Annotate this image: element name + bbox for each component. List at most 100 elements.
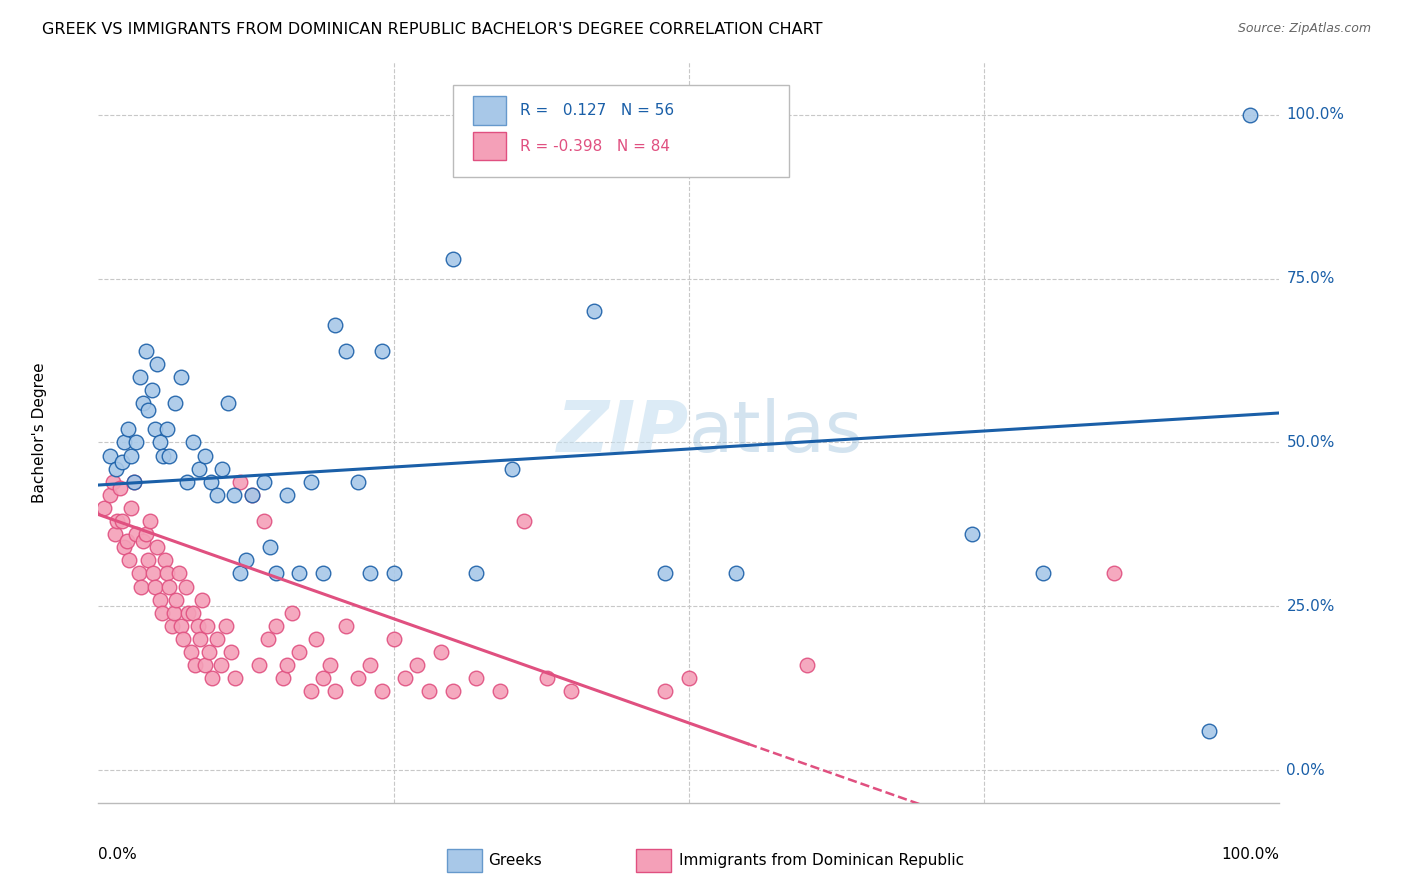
- Text: R =   0.127   N = 56: R = 0.127 N = 56: [520, 103, 673, 118]
- Point: [382, 632, 405, 646]
- Point: [235, 553, 257, 567]
- Point: [163, 606, 186, 620]
- Point: [512, 514, 534, 528]
- Point: [1102, 566, 1125, 581]
- Point: [139, 514, 162, 528]
- Point: [187, 619, 209, 633]
- Point: [224, 671, 246, 685]
- Point: [654, 684, 676, 698]
- Point: [188, 632, 211, 646]
- Text: Bachelor's Degree: Bachelor's Degree: [32, 362, 46, 503]
- Point: [105, 461, 128, 475]
- Point: [122, 475, 145, 489]
- Point: [128, 566, 150, 581]
- Point: [489, 684, 512, 698]
- Point: [115, 533, 138, 548]
- Point: [264, 566, 287, 581]
- Point: [157, 449, 180, 463]
- Point: [725, 566, 748, 581]
- Text: atlas: atlas: [689, 398, 863, 467]
- Point: [319, 658, 342, 673]
- Point: [430, 645, 453, 659]
- Text: 75.0%: 75.0%: [1286, 271, 1334, 286]
- Point: [149, 592, 172, 607]
- Point: [201, 671, 224, 685]
- Point: [281, 606, 304, 620]
- Point: [132, 533, 155, 548]
- Point: [371, 343, 394, 358]
- Point: [153, 553, 176, 567]
- Point: [209, 658, 232, 673]
- Point: [170, 370, 193, 384]
- Point: [146, 541, 169, 555]
- Point: [125, 527, 148, 541]
- Point: [259, 541, 281, 555]
- Point: [217, 396, 239, 410]
- Point: [335, 343, 357, 358]
- Point: [229, 475, 252, 489]
- Point: [165, 396, 187, 410]
- Point: [264, 619, 287, 633]
- Point: [108, 481, 131, 495]
- Point: [142, 566, 165, 581]
- Point: [180, 645, 202, 659]
- Point: [276, 488, 298, 502]
- Point: [136, 402, 159, 417]
- Point: [125, 435, 148, 450]
- Point: [536, 671, 558, 685]
- Point: [104, 527, 127, 541]
- Text: 50.0%: 50.0%: [1286, 435, 1334, 450]
- Point: [181, 606, 204, 620]
- Point: [583, 304, 606, 318]
- Point: [149, 435, 172, 450]
- Point: [240, 488, 263, 502]
- Point: [211, 461, 233, 475]
- Point: [143, 580, 166, 594]
- Text: Immigrants from Dominican Republic: Immigrants from Dominican Republic: [679, 853, 965, 868]
- Point: [160, 619, 183, 633]
- Point: [176, 475, 198, 489]
- Point: [678, 671, 700, 685]
- Point: [135, 343, 157, 358]
- Point: [219, 645, 242, 659]
- Point: [132, 396, 155, 410]
- Point: [1198, 723, 1220, 738]
- Point: [93, 500, 115, 515]
- Point: [276, 658, 298, 673]
- Point: [205, 632, 228, 646]
- FancyBboxPatch shape: [636, 849, 671, 871]
- Point: [167, 566, 190, 581]
- Point: [257, 632, 280, 646]
- Point: [174, 580, 197, 594]
- Point: [111, 455, 134, 469]
- Point: [105, 514, 128, 528]
- Point: [347, 671, 370, 685]
- Point: [121, 449, 143, 463]
- Point: [198, 645, 221, 659]
- Point: [406, 658, 429, 673]
- Point: [172, 632, 194, 646]
- Point: [962, 527, 984, 541]
- Point: [347, 475, 370, 489]
- Point: [299, 475, 322, 489]
- Point: [215, 619, 238, 633]
- Point: [194, 658, 217, 673]
- Text: R = -0.398   N = 84: R = -0.398 N = 84: [520, 138, 671, 153]
- FancyBboxPatch shape: [447, 849, 482, 871]
- Point: [98, 449, 121, 463]
- Point: [441, 252, 464, 266]
- Point: [117, 422, 139, 436]
- Point: [305, 632, 328, 646]
- Point: [359, 566, 381, 581]
- Point: [299, 684, 322, 698]
- Text: 0.0%: 0.0%: [98, 847, 138, 863]
- Point: [98, 488, 121, 502]
- Point: [560, 684, 582, 698]
- Point: [191, 592, 214, 607]
- Point: [271, 671, 294, 685]
- Point: [129, 580, 152, 594]
- Point: [253, 514, 276, 528]
- FancyBboxPatch shape: [453, 85, 789, 178]
- Point: [200, 475, 222, 489]
- Point: [240, 488, 263, 502]
